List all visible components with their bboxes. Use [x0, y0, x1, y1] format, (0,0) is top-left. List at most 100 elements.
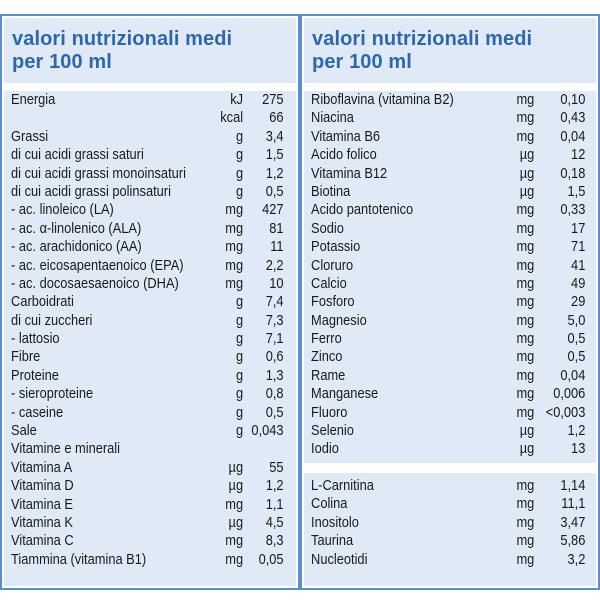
nutrient-name: Calcio	[311, 275, 347, 292]
nutrient-unit: mg	[225, 220, 244, 237]
nutrient-value: 1,5	[265, 147, 284, 164]
nutrient-unit: mg	[516, 110, 535, 127]
nutrient-unit: mg	[516, 239, 535, 256]
nutrient-unit: µg	[519, 147, 535, 164]
nutrient-unit: g	[235, 128, 244, 145]
right-rows: Riboflavina (vitamina B2) mg 0,10 Niacina mg…	[304, 91, 596, 459]
nutrient-unit: mg	[516, 92, 535, 108]
nutrient-row: Vitamine e minerali	[4, 440, 296, 458]
nutrient-unit: g	[235, 349, 244, 366]
nutrient-unit: kJ	[230, 92, 244, 108]
nutrient-row: Biotina µg 1,5	[304, 183, 596, 201]
nutrient-name: Vitamina B6	[311, 128, 381, 145]
nutrient-unit: mg	[225, 496, 244, 513]
header-divider	[4, 83, 296, 91]
nutrient-name: Proteine	[11, 367, 59, 384]
nutrient-name: Ferro	[311, 331, 342, 348]
nutrient-value: 0,43	[560, 110, 586, 127]
nutrient-unit: mg	[516, 367, 535, 384]
nutrient-unit: mg	[516, 514, 535, 531]
nutrient-value: 0,5	[567, 331, 586, 348]
nutrient-value: 0,043	[251, 423, 284, 440]
nutrient-value: 8,3	[265, 533, 284, 550]
nutrient-name: Grassi	[11, 128, 49, 145]
nutrient-value: 1,3	[265, 367, 284, 384]
nutrient-row: L-Carnitina mg 1,14	[304, 477, 596, 495]
nutrient-name: Colina	[311, 496, 348, 513]
nutrient-row: di cui acidi grassi saturi g 1,5	[4, 146, 296, 164]
nutrient-name: Biotina	[311, 183, 351, 200]
nutrient-name: - sieroproteine	[11, 386, 94, 403]
nutrient-row: Riboflavina (vitamina B2) mg 0,10	[304, 91, 596, 109]
nutrient-row: Inositolo mg 3,47	[304, 514, 596, 532]
nutrient-value: 81	[269, 220, 284, 237]
nutrient-name: Vitamina A	[11, 459, 73, 476]
nutrient-row: Taurina mg 5,86	[304, 532, 596, 550]
nutrient-row: - sieroproteine g 0,8	[4, 385, 296, 403]
nutrient-value: 0,8	[265, 386, 284, 403]
nutrient-name: Fibre	[11, 349, 41, 366]
nutrient-value: 0,5	[265, 404, 284, 421]
nutrient-row: - lattosio g 7,1	[4, 330, 296, 348]
nutrient-value: 0,5	[567, 349, 586, 366]
nutrient-name: Sodio	[311, 220, 344, 237]
nutrient-name: di cui acidi grassi polinsaturi	[11, 183, 171, 200]
nutrient-unit: mg	[225, 533, 244, 550]
nutrient-row: Iodio µg 13	[304, 440, 596, 458]
nutrient-value: 427	[262, 202, 284, 219]
nutrient-value: 0,33	[560, 202, 586, 219]
nutrient-name: Magnesio	[311, 312, 367, 329]
nutrient-name: - ac. eicosapentaenoico (EPA)	[11, 257, 184, 274]
nutrient-unit: mg	[516, 275, 535, 292]
nutrient-row: Manganese mg 0,006	[304, 385, 596, 403]
nutrient-value: 1,1	[265, 496, 284, 513]
nutrient-unit: mg	[516, 202, 535, 219]
nutrient-value: 1,14	[560, 478, 586, 494]
section-divider	[304, 463, 596, 473]
nutrient-value: 0,5	[265, 183, 284, 200]
nutrient-value: 41	[571, 257, 586, 274]
nutrient-name: Inositolo	[311, 514, 359, 531]
nutrient-unit: g	[235, 423, 244, 440]
right-panel: valori nutrizionali medi per 100 ml Ribo…	[302, 16, 598, 588]
nutrient-name: - lattosio	[11, 331, 60, 348]
nutrient-row: di cui zuccheri g 7,3	[4, 312, 296, 330]
nutrient-row: Niacina mg 0,43	[304, 109, 596, 127]
nutrient-name: Vitamina K	[11, 514, 73, 531]
nutrient-unit: mg	[516, 312, 535, 329]
nutrient-row: Ferro mg 0,5	[304, 330, 596, 348]
nutrient-unit: g	[235, 312, 244, 329]
nutrient-value: 71	[571, 239, 586, 256]
nutrient-value: 17	[571, 220, 586, 237]
nutrient-value: 7,4	[265, 294, 284, 311]
nutrient-row: Calcio mg 49	[304, 275, 596, 293]
left-title-line1: valori nutrizionali medi	[12, 28, 233, 50]
nutrient-name: di cui acidi grassi saturi	[11, 147, 144, 164]
left-panel: valori nutrizionali medi per 100 ml Ener…	[2, 16, 298, 588]
nutrient-name: Vitamina E	[11, 496, 73, 513]
nutrient-value: 11,1	[561, 496, 586, 513]
nutrient-row: Magnesio mg 5,0	[304, 312, 596, 330]
nutrient-row: Vitamina B6 mg 0,04	[304, 128, 596, 146]
nutrient-name: Sale	[11, 423, 37, 440]
nutrient-name: Fluoro	[311, 404, 348, 421]
nutrient-row: Cloruro mg 41	[304, 257, 596, 275]
nutrient-unit: mg	[516, 386, 535, 403]
nutrient-name: Tiammina (vitamina B1)	[11, 551, 147, 568]
nutrient-unit: mg	[516, 478, 535, 494]
right-title-line1: valori nutrizionali medi	[312, 28, 533, 50]
nutrient-name: Rame	[311, 367, 346, 384]
nutrient-value: 1,5	[567, 183, 586, 200]
nutrient-row: Carboidrati g 7,4	[4, 293, 296, 311]
nutrient-value: 55	[269, 459, 284, 476]
nutrient-unit: g	[235, 367, 244, 384]
nutrient-value: 1,2	[265, 165, 284, 182]
nutrient-name: - ac. arachidonico (AA)	[11, 239, 142, 256]
nutrient-value: 0,04	[560, 367, 586, 384]
nutrient-row: Selenio µg 1,2	[304, 422, 596, 440]
nutrient-unit: mg	[225, 275, 244, 292]
nutrient-unit: mg	[225, 202, 244, 219]
nutrient-name: Fosforo	[311, 294, 355, 311]
nutrient-unit: µg	[519, 441, 535, 458]
